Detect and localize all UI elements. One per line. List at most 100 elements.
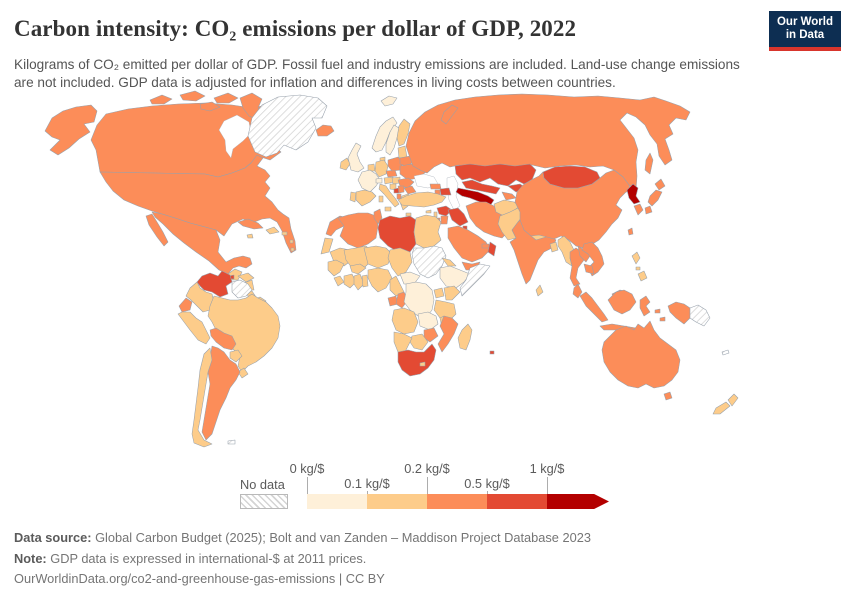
country-namibia[interactable] <box>393 331 413 355</box>
country-bolivia[interactable] <box>209 327 237 351</box>
country-georgia[interactable] <box>429 183 442 190</box>
country-iceland[interactable] <box>315 124 335 137</box>
country-czechia[interactable] <box>385 169 398 178</box>
country-bangladesh[interactable] <box>549 241 559 253</box>
country-ethiopia[interactable] <box>439 265 471 289</box>
country-lesser-antilles[interactable] <box>289 239 295 252</box>
footer-url-link[interactable]: OurWorldinData.org/co2-and-greenhouse-ga… <box>14 571 336 587</box>
country-uae[interactable] <box>481 243 490 249</box>
country-western-sahara[interactable] <box>320 237 334 255</box>
country-new-caledonia[interactable] <box>721 349 730 356</box>
country-chile[interactable] <box>191 347 213 448</box>
country-saudi-arabia[interactable] <box>447 225 491 263</box>
legend-swatch-bin3[interactable] <box>487 494 547 509</box>
country-turkey[interactable] <box>397 191 447 208</box>
country-australia-tasmania[interactable] <box>663 391 673 401</box>
country-indonesia-sumatra[interactable] <box>579 291 609 323</box>
country-falklands[interactable] <box>227 439 236 445</box>
country-colombia[interactable] <box>185 281 215 313</box>
country-argentina[interactable] <box>201 345 241 441</box>
country-tajikistan[interactable] <box>501 191 517 201</box>
country-cuba[interactable] <box>237 218 264 230</box>
country-sri-lanka[interactable] <box>535 284 544 297</box>
country-germany[interactable] <box>374 159 389 178</box>
country-egypt[interactable] <box>413 214 442 249</box>
country-algeria[interactable] <box>337 212 379 249</box>
country-ghana[interactable] <box>353 273 365 291</box>
legend-swatch-bin4-arrow[interactable] <box>547 494 609 509</box>
country-hispaniola[interactable] <box>265 226 280 235</box>
country-kenya[interactable] <box>443 285 461 301</box>
country-bulgaria[interactable] <box>403 185 417 195</box>
country-lebanon[interactable] <box>433 211 438 218</box>
country-senegal-guinea[interactable] <box>327 259 345 277</box>
country-oman[interactable] <box>487 241 497 257</box>
country-australia[interactable] <box>601 320 681 389</box>
country-azerbaijan[interactable] <box>439 187 452 196</box>
country-guyana-suriname[interactable] <box>231 279 253 299</box>
country-papua-new-guinea[interactable] <box>689 304 711 327</box>
country-mexico-baja[interactable] <box>145 213 169 247</box>
country-greenland[interactable] <box>247 94 328 158</box>
country-mozambique[interactable] <box>437 315 459 353</box>
country-mexico[interactable] <box>151 211 253 275</box>
country-france[interactable] <box>357 169 381 193</box>
country-portugal[interactable] <box>349 191 357 203</box>
country-indonesia-borneo[interactable] <box>607 289 637 315</box>
country-ireland[interactable] <box>339 157 351 171</box>
country-ecuador[interactable] <box>178 297 193 313</box>
country-chad[interactable] <box>387 247 413 277</box>
country-japan[interactable] <box>644 178 666 215</box>
country-svalbard[interactable] <box>380 95 398 107</box>
country-taiwan[interactable] <box>627 227 634 236</box>
country-mongolia[interactable] <box>542 165 601 189</box>
country-vietnam[interactable] <box>581 241 605 277</box>
country-finland[interactable] <box>396 118 411 147</box>
country-uruguay[interactable] <box>237 367 249 379</box>
legend-swatch-bin0[interactable] <box>307 494 367 509</box>
country-indonesia-sulawesi[interactable] <box>639 295 651 317</box>
country-mauritius[interactable] <box>489 350 495 355</box>
country-iraq[interactable] <box>447 207 469 227</box>
country-indonesia-papua[interactable] <box>667 301 691 325</box>
country-jordan[interactable] <box>440 215 449 225</box>
country-south-africa[interactable] <box>397 343 437 377</box>
country-burkina-faso[interactable] <box>349 263 367 275</box>
country-sakhalin[interactable] <box>644 152 654 175</box>
country-puerto-rico[interactable] <box>281 231 288 236</box>
country-somalia[interactable] <box>459 263 491 297</box>
country-peru[interactable] <box>177 311 211 345</box>
country-paraguay[interactable] <box>229 349 243 363</box>
country-angola[interactable] <box>391 307 419 335</box>
legend-nodata-swatch[interactable] <box>240 494 288 509</box>
owid-logo[interactable]: Our World in Data <box>769 11 841 51</box>
legend-swatch-bin2[interactable] <box>427 494 487 509</box>
country-eritrea[interactable] <box>441 257 457 267</box>
country-central-african-republic[interactable] <box>399 271 421 285</box>
country-canada-arctic-islands[interactable] <box>149 90 267 121</box>
country-spain[interactable] <box>355 189 377 207</box>
country-serbia[interactable] <box>397 185 405 194</box>
country-uzbekistan[interactable] <box>461 179 501 195</box>
country-libya[interactable] <box>377 215 417 253</box>
country-benelux[interactable] <box>367 163 376 172</box>
country-honduras[interactable] <box>237 272 255 283</box>
country-togo-benin[interactable] <box>361 274 369 288</box>
country-norway[interactable] <box>371 116 398 153</box>
country-ivory-coast[interactable] <box>343 273 357 289</box>
country-novaya-zemlya[interactable] <box>440 104 459 125</box>
country-cyprus[interactable] <box>425 209 432 214</box>
country-south-korea[interactable] <box>633 203 644 216</box>
country-italy[interactable] <box>378 183 400 212</box>
country-madagascar[interactable] <box>457 323 473 351</box>
country-nigeria[interactable] <box>367 267 393 293</box>
country-niger[interactable] <box>363 245 393 269</box>
country-zambia[interactable] <box>417 311 439 331</box>
country-sierra-leone-liberia[interactable] <box>333 275 345 287</box>
country-cambodia[interactable] <box>583 263 595 275</box>
country-uganda[interactable] <box>433 287 445 299</box>
country-jamaica[interactable] <box>246 233 254 239</box>
country-new-zealand[interactable] <box>712 393 739 415</box>
country-philippines[interactable] <box>631 251 648 282</box>
country-albania[interactable] <box>396 193 402 200</box>
